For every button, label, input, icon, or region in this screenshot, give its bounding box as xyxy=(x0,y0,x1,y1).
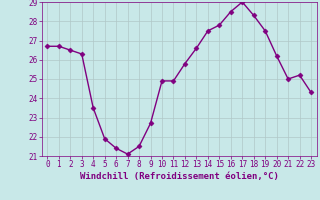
X-axis label: Windchill (Refroidissement éolien,°C): Windchill (Refroidissement éolien,°C) xyxy=(80,172,279,181)
